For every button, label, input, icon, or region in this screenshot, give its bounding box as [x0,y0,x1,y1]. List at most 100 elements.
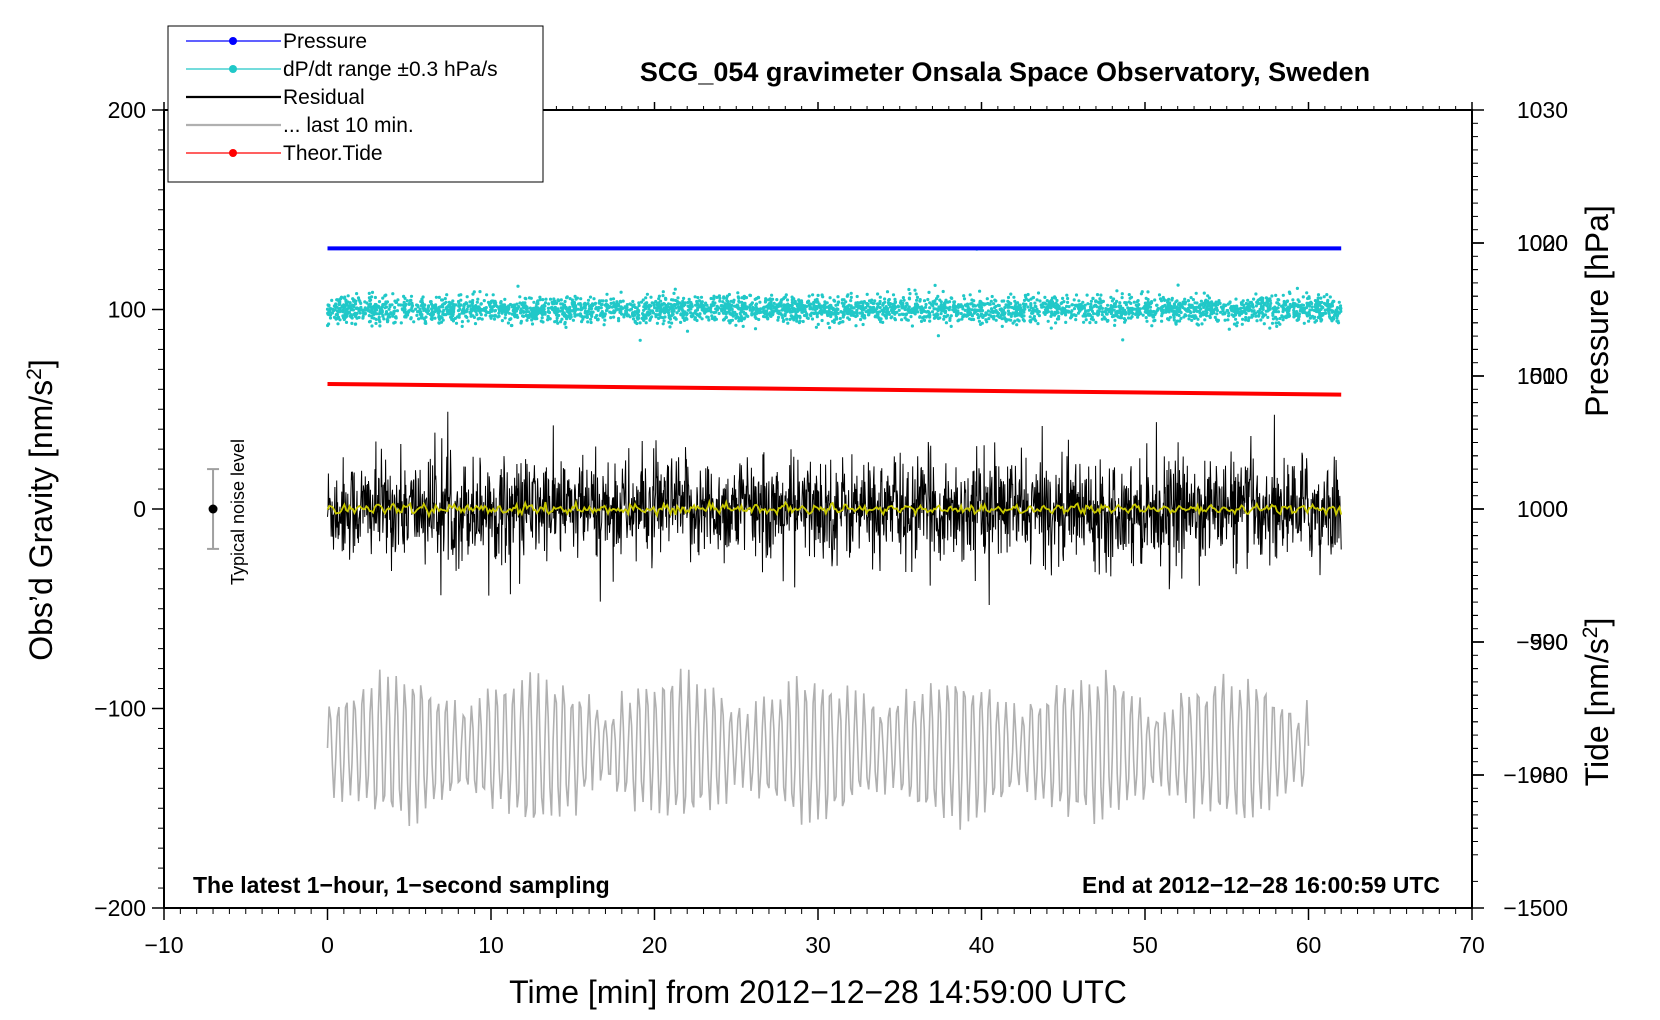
pressure-tick-label: 1020 [1517,230,1568,256]
dpdt-point [388,303,392,307]
dpdt-point [775,305,779,309]
dpdt-point [855,314,859,318]
dpdt-point [1241,317,1245,321]
dpdt-point [876,292,880,296]
dpdt-point [793,307,797,311]
dpdt-point [1323,308,1327,312]
dpdt-point [780,308,784,312]
dpdt-point [715,295,719,299]
dpdt-point [1233,304,1238,308]
dpdt-point [1328,295,1332,299]
dpdt-point [344,320,349,324]
x-tick-label: −10 [144,932,183,958]
dpdt-point [503,309,507,313]
dpdt-point [729,303,733,307]
dpdt-point [1187,317,1191,321]
dpdt-point [497,311,501,315]
dpdt-point [399,321,403,325]
dpdt-point [1129,295,1134,299]
dpdt-point [419,316,423,320]
dpdt-point [982,313,987,317]
dpdt-point [966,312,970,316]
dpdt-point [954,312,959,316]
dpdt-point [442,302,446,306]
dpdt-point [786,302,790,306]
dpdt-point [353,314,358,318]
dpdt-point [555,313,559,317]
dpdt-point [546,318,550,322]
dpdt-point [559,298,563,302]
dpdt-point [1029,303,1033,307]
dpdt-point [1086,302,1090,306]
dpdt-point [936,334,941,338]
dpdt-point [1223,318,1227,322]
dpdt-point [860,311,865,315]
dpdt-point [394,300,399,304]
dpdt-point [1006,295,1011,300]
dpdt-point [343,312,347,316]
dpdt-point [1323,311,1327,315]
dpdt-point [1199,312,1204,316]
dpdt-point [1247,316,1251,320]
dpdt-point [548,317,552,321]
dpdt-point [897,313,902,317]
dpdt-point [392,310,396,314]
dpdt-point [1047,302,1052,306]
dpdt-point [776,315,781,319]
dpdt-point [922,299,927,303]
dpdt-point [702,309,706,313]
dpdt-point [1308,316,1312,320]
dpdt-point [672,309,676,313]
dpdt-point [425,309,429,313]
dpdt-point [465,309,469,313]
dpdt-point [1015,323,1019,327]
dpdt-point [551,302,555,306]
dpdt-point [1028,319,1032,323]
dpdt-point [673,303,677,307]
dpdt-point [718,296,722,300]
dpdt-point [535,299,540,304]
dpdt-point [827,309,831,313]
dpdt-point [472,308,476,312]
dpdt-point [837,300,841,304]
dpdt-point [391,292,395,296]
dpdt-point [368,299,372,303]
dpdt-point [1121,311,1126,315]
dpdt-point [335,313,339,317]
dpdt-point [739,319,744,323]
dpdt-point [1113,318,1117,322]
dpdt-point [675,299,680,304]
dpdt-point [370,316,374,320]
dpdt-point [423,321,427,325]
dpdt-point [1271,311,1275,315]
dpdt-point [737,299,741,303]
dpdt-point [657,297,661,301]
dpdt-point [346,294,350,298]
dpdt-point [496,315,500,319]
dpdt-point [841,311,845,315]
dpdt-point [410,309,414,313]
dpdt-point [942,314,946,318]
dpdt-point [367,303,371,307]
dpdt-point [1021,308,1025,312]
dpdt-point [1038,299,1042,303]
dpdt-point [615,300,619,304]
dpdt-point [1274,315,1278,319]
dpdt-point [1250,313,1254,317]
dpdt-point [708,309,713,313]
dpdt-point [339,296,343,300]
dpdt-point [946,300,950,304]
dpdt-point [514,308,518,313]
dpdt-point [476,297,480,301]
dpdt-point [357,309,361,313]
dpdt-point [455,315,460,319]
dpdt-point [1281,293,1285,297]
dpdt-point [948,318,952,322]
dpdt-point [462,311,466,315]
dpdt-point [1176,283,1180,287]
last-10-min-series [326,668,1310,830]
dpdt-point [902,312,906,316]
dpdt-point [860,300,864,304]
dpdt-point [1270,321,1275,325]
